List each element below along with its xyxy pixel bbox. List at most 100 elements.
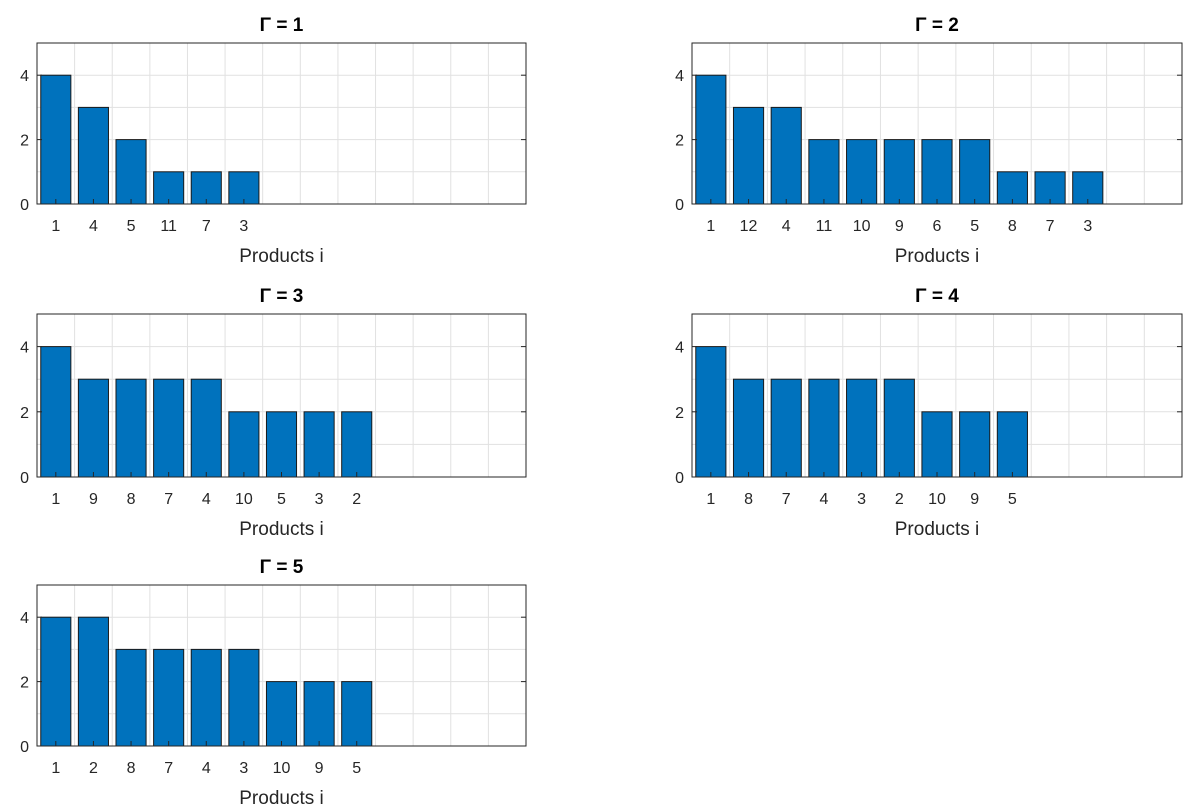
- bar-5: [959, 139, 991, 205]
- y-tick-label: 0: [20, 197, 29, 214]
- y-tick-label: 2: [20, 133, 29, 150]
- bar-5: [341, 681, 373, 747]
- x-tick-label: 7: [1046, 218, 1055, 235]
- x-axis-label: Products i: [239, 246, 323, 267]
- x-tick-label: 10: [853, 218, 871, 235]
- x-tick-label: 9: [970, 491, 979, 508]
- bar-7: [770, 378, 802, 478]
- bar-5: [996, 411, 1028, 478]
- x-tick-label: 5: [1008, 491, 1017, 508]
- x-axis-label: Products i: [895, 519, 979, 540]
- x-tick-label: 11: [160, 218, 177, 235]
- x-tick-label: 10: [928, 491, 946, 508]
- x-tick-label: 11: [816, 218, 833, 235]
- chart-title: Γ = 3: [260, 286, 304, 307]
- x-tick-label: 10: [273, 760, 291, 777]
- x-tick-label: 5: [970, 218, 979, 235]
- y-tick-label: 4: [20, 68, 29, 85]
- x-tick-label: 1: [706, 491, 715, 508]
- x-axis-label: Products i: [239, 788, 323, 809]
- bar-4: [77, 106, 109, 205]
- bar-6: [921, 139, 953, 205]
- bar-7: [1034, 171, 1066, 205]
- bar-2: [77, 616, 109, 747]
- bar-7: [153, 378, 185, 478]
- bar-10: [228, 411, 260, 478]
- bar-7: [153, 648, 185, 747]
- bar-8: [115, 378, 147, 478]
- bar-3: [303, 411, 335, 478]
- bar-9: [959, 411, 991, 478]
- x-tick-label: 1: [51, 760, 60, 777]
- bar-11: [808, 139, 840, 205]
- x-axis-label: Products i: [895, 246, 979, 267]
- x-tick-label: 8: [127, 491, 136, 508]
- x-tick-label: 12: [740, 218, 758, 235]
- bar-3: [228, 171, 260, 205]
- axes-box: [36, 42, 527, 205]
- y-tick-label: 4: [20, 340, 29, 357]
- x-tick-label: 4: [202, 491, 211, 508]
- x-axis-label: Products i: [239, 519, 323, 540]
- chart-title: Γ = 2: [915, 15, 959, 36]
- bar-5: [115, 139, 147, 205]
- x-tick-label: 4: [782, 218, 791, 235]
- x-tick-label: 2: [89, 760, 98, 777]
- x-tick-label: 5: [277, 491, 286, 508]
- x-tick-label: 2: [352, 491, 361, 508]
- bar-9: [303, 681, 335, 747]
- bar-5: [265, 411, 298, 478]
- bar-1: [695, 74, 727, 205]
- x-tick-label: 8: [744, 491, 753, 508]
- subplot-1: 0 2 4 1 4 5 11 7 3 Products i Γ = 1: [20, 15, 527, 267]
- bar-1: [695, 346, 727, 478]
- bar-10: [846, 139, 878, 205]
- x-tick-label: 3: [239, 760, 248, 777]
- bar-1: [40, 74, 72, 205]
- bar-3: [228, 648, 260, 747]
- x-tick-label: 10: [235, 491, 253, 508]
- bar-2: [883, 378, 915, 478]
- x-tick-label: 3: [315, 491, 324, 508]
- x-tick-label: 4: [819, 491, 828, 508]
- x-tick-label: 1: [51, 491, 60, 508]
- bar-4: [770, 106, 802, 205]
- subplot-4: 0 2 4 1 8 7 4 3 2 10 9 5 Products i Γ = 4: [675, 286, 1183, 540]
- x-tick-label: 5: [352, 760, 361, 777]
- x-tick-label: 9: [315, 760, 324, 777]
- chart-title: Γ = 5: [260, 557, 304, 578]
- x-tick-label: 2: [895, 491, 904, 508]
- bar-3: [1072, 171, 1104, 205]
- x-tick-label: 7: [164, 760, 173, 777]
- chart-title: Γ = 1: [260, 15, 304, 36]
- x-tick-label: 1: [706, 218, 715, 235]
- bar-3: [846, 378, 878, 478]
- bar-10: [921, 411, 953, 478]
- x-tick-label: 3: [239, 218, 248, 235]
- y-tick-label: 0: [675, 197, 684, 214]
- y-tick-label: 2: [675, 133, 684, 150]
- x-tick-label: 4: [89, 218, 98, 235]
- y-tick-label: 0: [675, 470, 684, 487]
- plot-area: [37, 43, 526, 204]
- subplot-5: 0 2 4 1 2 8 7 4 3 10 9 5 Products i Γ = 5: [20, 557, 527, 809]
- x-tick-label: 8: [1008, 218, 1017, 235]
- bar-4: [190, 648, 222, 747]
- bar-2: [341, 411, 373, 478]
- bar-10: [265, 681, 298, 747]
- x-tick-label: 1: [51, 218, 60, 235]
- x-tick-label: 5: [127, 218, 136, 235]
- x-tick-label: 3: [857, 491, 866, 508]
- x-tick-label: 6: [933, 218, 942, 235]
- bar-9: [883, 139, 915, 205]
- x-tick-label: 7: [782, 491, 791, 508]
- bar-12: [732, 106, 765, 205]
- subplot-3: 0 2 4 1 9 8 7 4 10 5 3 2 Products i Γ = 3: [20, 286, 527, 540]
- x-tick-label: 7: [202, 218, 211, 235]
- y-tick-label: 0: [20, 739, 29, 756]
- bar-4: [190, 378, 222, 478]
- x-tick-label: 9: [89, 491, 98, 508]
- bar-8: [115, 648, 147, 747]
- x-tick-label: 7: [164, 491, 173, 508]
